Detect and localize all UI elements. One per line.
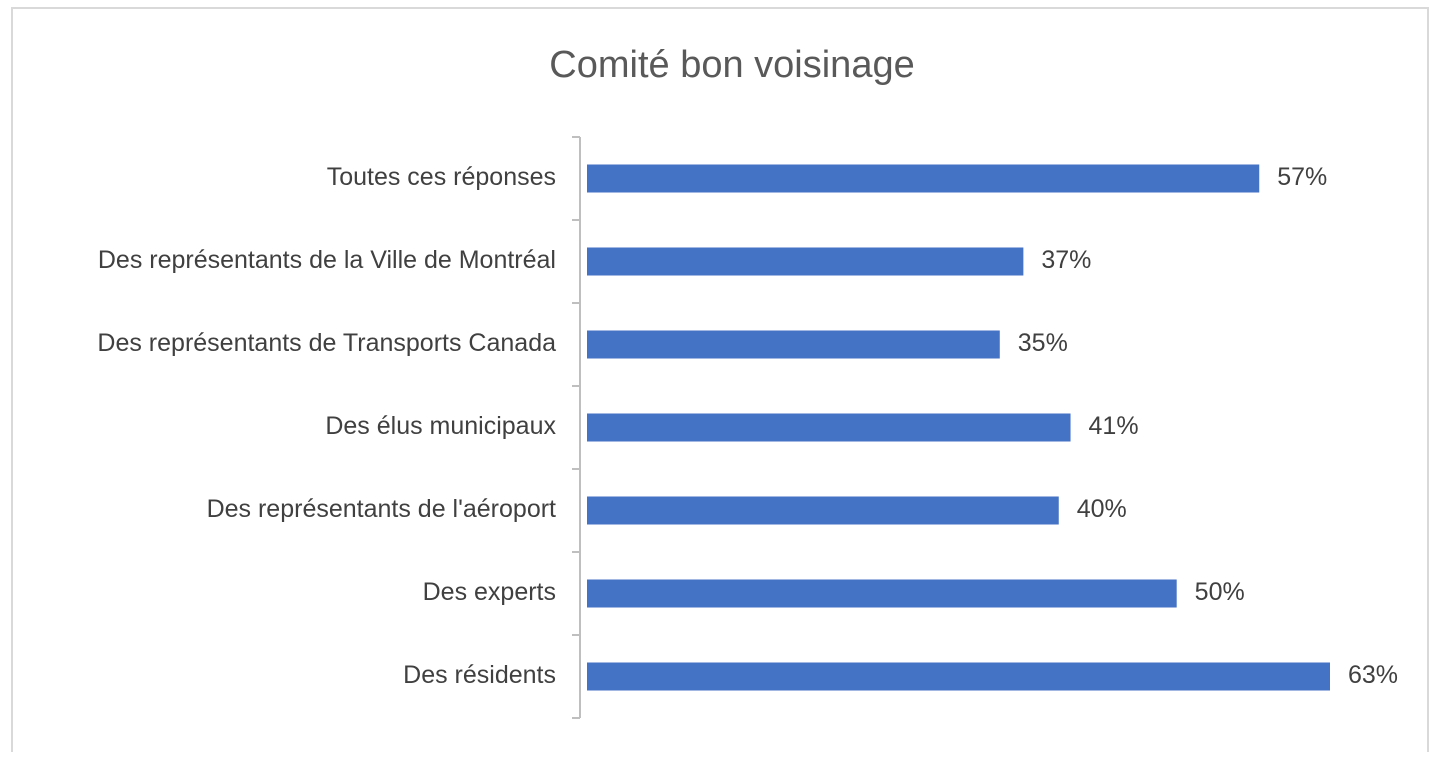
data-label: 35% bbox=[1018, 329, 1068, 357]
data-label: 41% bbox=[1089, 412, 1139, 440]
y-tick-label: Des experts bbox=[423, 578, 556, 606]
bar bbox=[587, 164, 1260, 193]
bar bbox=[587, 579, 1177, 608]
bar bbox=[587, 330, 1000, 359]
y-tick-label: Des représentants de l'aéroport bbox=[207, 495, 556, 523]
y-tick-label: Des résidents bbox=[403, 661, 556, 689]
y-tick-label: Des représentants de Transports Canada bbox=[97, 329, 556, 357]
bar bbox=[587, 662, 1330, 691]
y-tick-label: Toutes ces réponses bbox=[327, 163, 556, 191]
data-label: 50% bbox=[1195, 578, 1245, 606]
data-label: 63% bbox=[1348, 661, 1398, 689]
bar bbox=[587, 413, 1071, 442]
data-label: 57% bbox=[1277, 163, 1327, 191]
chart-frame bbox=[11, 7, 1429, 757]
bar bbox=[587, 496, 1059, 525]
y-tick-label: Des représentants de la Ville de Montréa… bbox=[98, 246, 556, 274]
data-label: 40% bbox=[1077, 495, 1127, 523]
chart-title: Comité bon voisinage bbox=[549, 44, 914, 86]
y-tick-label: Des élus municipaux bbox=[325, 412, 556, 440]
bar bbox=[587, 247, 1024, 276]
data-label: 37% bbox=[1041, 246, 1091, 274]
